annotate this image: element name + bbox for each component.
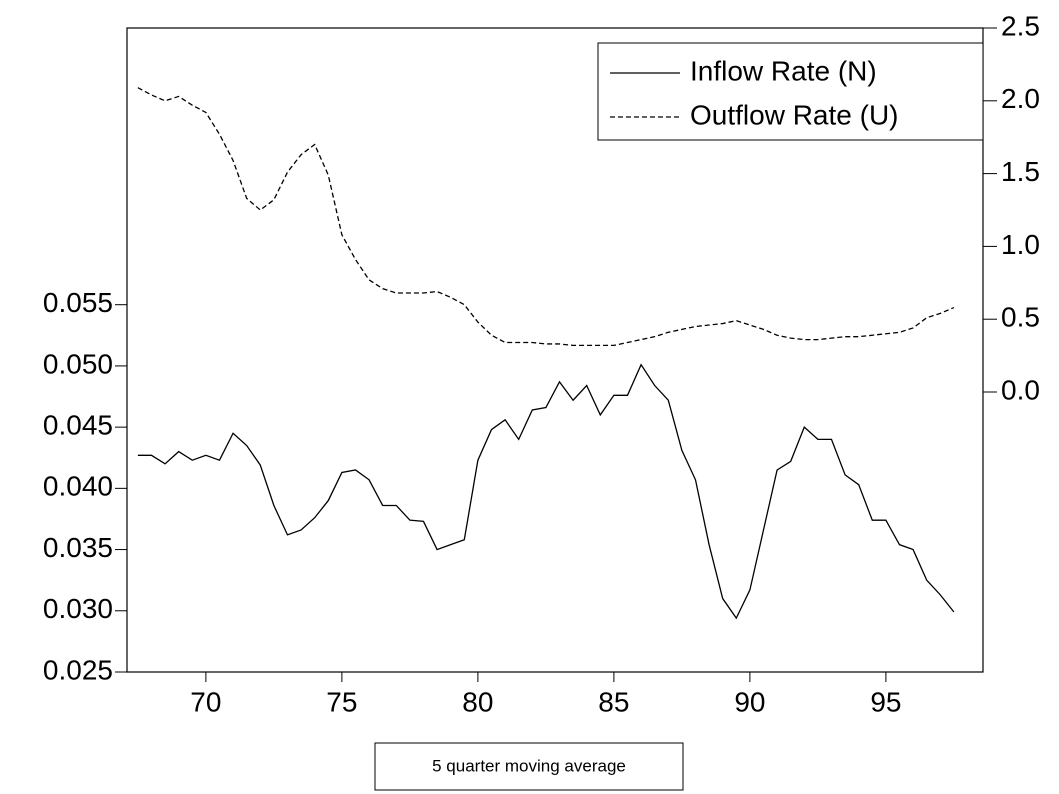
legend-box bbox=[597, 42, 984, 141]
y2-tick-label: 2.0 bbox=[1001, 83, 1040, 114]
y-tick-label: 0.025 bbox=[43, 654, 113, 685]
x-tick-label: 95 bbox=[870, 686, 901, 717]
y2-tick-label: 1.5 bbox=[1001, 156, 1040, 187]
y-tick-label: 0.055 bbox=[43, 287, 113, 318]
annotation-box bbox=[374, 742, 684, 791]
y-tick-label: 0.030 bbox=[43, 593, 113, 624]
y-tick-label: 0.035 bbox=[43, 532, 113, 563]
y-tick-label: 0.045 bbox=[43, 410, 113, 441]
x-tick-label: 90 bbox=[734, 686, 765, 717]
series-line bbox=[137, 87, 955, 347]
y2-tick-label: 0.0 bbox=[1001, 374, 1040, 405]
x-tick-label: 70 bbox=[190, 686, 221, 717]
series-line bbox=[137, 363, 955, 620]
y-tick-label: 0.050 bbox=[43, 348, 113, 379]
annotation: 5 quarter moving average bbox=[432, 756, 626, 775]
x-tick-label: 80 bbox=[462, 686, 493, 717]
legend-label: Outflow Rate (U) bbox=[690, 99, 899, 130]
y2-tick-label: 1.0 bbox=[1001, 229, 1040, 260]
legend-label: Inflow Rate (N) bbox=[690, 55, 877, 86]
y-tick-label: 0.040 bbox=[43, 471, 113, 502]
y2-tick-label: 0.5 bbox=[1001, 302, 1040, 333]
plot-frame bbox=[126, 27, 984, 673]
x-tick-label: 75 bbox=[326, 686, 357, 717]
x-tick-label: 85 bbox=[598, 686, 629, 717]
y2-tick-label: 2.5 bbox=[1001, 10, 1040, 41]
